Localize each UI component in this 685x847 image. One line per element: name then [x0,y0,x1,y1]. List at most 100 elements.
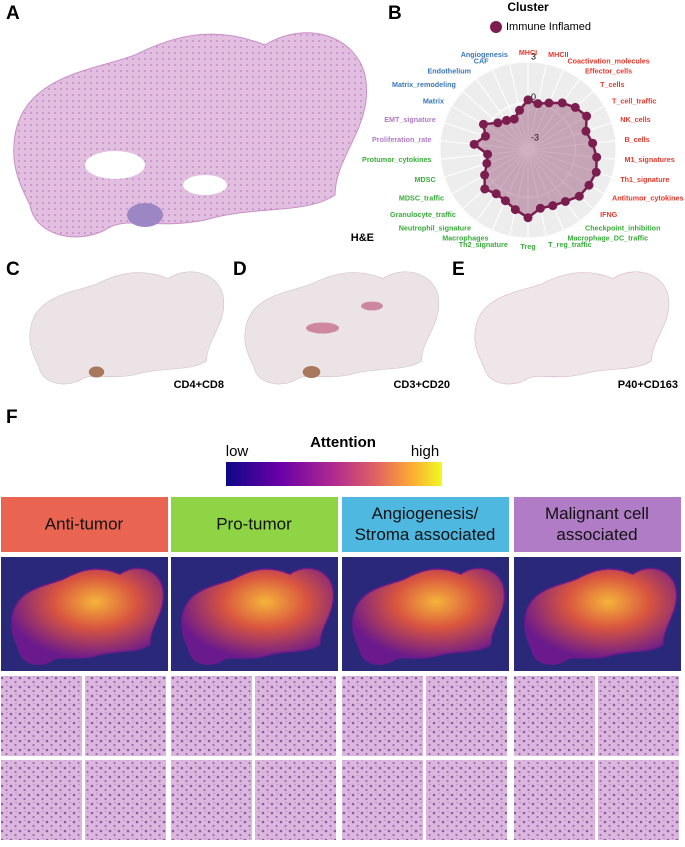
category-label: T_cell_traffic [612,96,656,105]
stain-spot [127,203,163,227]
radar-point [570,102,580,112]
radar-point [548,201,558,211]
radar-point [483,149,493,159]
tissue [29,271,225,385]
panel-label: E [452,259,465,280]
tissue [13,32,368,238]
category-label: Granulocyte_traffic [390,210,456,219]
stain-label: P40+CD163 [618,379,678,391]
tile-image [598,760,679,840]
category-label: Th2_signature [459,240,508,249]
radar-point [480,170,490,180]
stain-label: CD3+CD20 [393,379,450,391]
group-label: Anti-tumor [45,514,124,533]
spoke [527,122,612,151]
tile-image [342,760,423,840]
radar-point [574,191,584,201]
category-label: Antitumor_cytokines [612,193,684,202]
spoke [451,149,529,195]
stain-spot [306,322,339,334]
radar-point [500,196,510,206]
category-label: Coactivation_molecules [567,56,649,65]
tile-image [426,676,507,756]
ihc-image [244,271,440,385]
legend-label: Immune Inflamed [506,21,591,33]
spoke [527,140,616,151]
radar-point [544,98,554,108]
radar-point [509,114,519,124]
category-label: Macrophages [442,234,488,243]
spoke [475,78,529,151]
spoke [451,105,529,151]
radar-point [533,99,543,109]
tissue [474,271,670,385]
category-label: Effector_cells [585,66,632,75]
radar-point [560,196,570,206]
category-label: T_reg_traffic [548,240,592,249]
category-label: EMT_signature [384,115,436,124]
colorbar [226,462,442,486]
spoke [527,149,547,237]
r-tick-label: 0 [531,92,536,102]
group-header [342,497,509,552]
radar-point [523,95,533,105]
radar-point [588,138,598,148]
category-label: Checkpoint_inhibition [585,223,660,232]
spoke [527,78,581,151]
tile-image [514,676,595,756]
radar-point [592,152,602,162]
hole [85,151,145,179]
group-columns: Anti-tumor Pro-tumor Angiogenesis/Stroma a… [1,497,681,840]
spoke [527,149,565,231]
radar-point [482,158,492,168]
category-label: Matrix [423,96,444,105]
panel-label: D [233,259,247,280]
tile-image [1,676,82,756]
colorbar-title: Attention [310,434,376,451]
radar-point [469,139,479,149]
stain-label: H&E [351,232,374,244]
spoke [509,149,529,237]
spoke [475,149,529,222]
panel-label: B [388,3,402,24]
stain-spot [361,301,383,311]
spoke [527,105,605,151]
colorbar-high: high [411,443,439,460]
spoke [440,140,529,151]
group-header [1,497,168,552]
radar-point [515,105,525,115]
radar-point [481,131,491,141]
category-label: MHCII [548,50,568,59]
panel-label: C [6,259,20,280]
tile-image [426,760,507,840]
ihc-image [474,271,670,385]
radar-point [591,167,601,177]
tile-image [255,760,336,840]
tile-image [171,760,252,840]
group-header [171,497,338,552]
hole [183,175,227,195]
spoke [527,69,565,151]
panel-label: A [6,3,20,24]
category-label: T_cells [600,80,624,89]
tile-image [85,676,166,756]
panel-label: F [6,407,18,428]
radar-point [510,205,520,215]
group-label: associated [556,525,637,544]
spoke [491,149,529,231]
spoke [491,69,529,151]
stain-spot [302,365,321,379]
tile-image [514,760,595,840]
stain-label: CD4+CD8 [174,379,224,391]
tile-image [85,760,166,840]
spoke [527,90,594,151]
category-label: MHCI [519,48,537,57]
radar-point [557,98,567,108]
tile-image [598,676,679,756]
legend-marker [490,21,502,33]
colorbar-low: low [226,443,249,460]
spoke [462,149,529,210]
radar-point [493,118,503,128]
radar-point [491,189,501,199]
